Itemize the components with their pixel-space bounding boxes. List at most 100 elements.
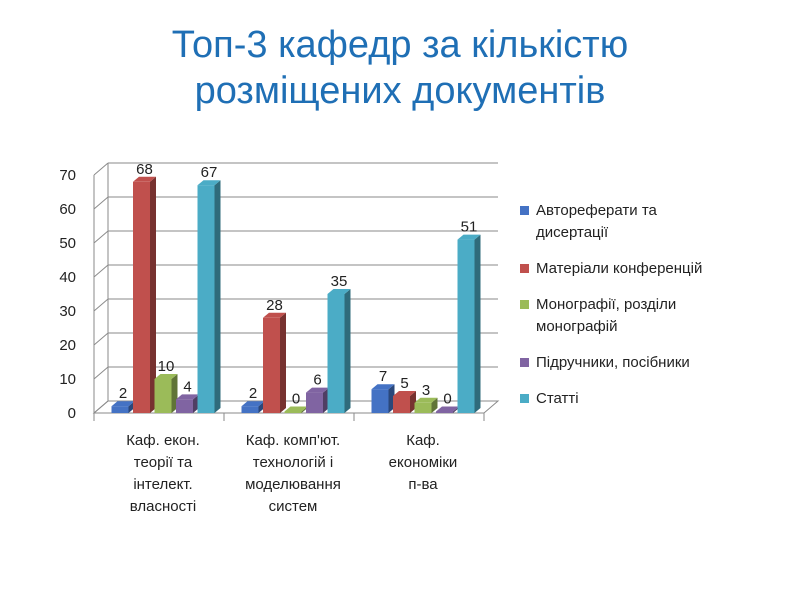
data-label: 0: [443, 391, 451, 408]
legend-label: дисертації: [536, 224, 609, 241]
category-label-line: моделювання: [245, 476, 341, 493]
bar-top: [111, 401, 135, 407]
data-label: 4: [183, 378, 191, 395]
y-tick-label: 40: [59, 269, 76, 286]
gridline-side: [93, 298, 109, 312]
bar-top: [176, 394, 199, 400]
bar: [133, 181, 150, 413]
legend-label: Матеріали конференцій: [536, 260, 703, 277]
bar: [284, 411, 302, 413]
legend-item: Підручники, посібники: [520, 352, 790, 374]
bar-top: [327, 289, 351, 294]
bar: [393, 396, 410, 413]
bar: [263, 317, 280, 413]
category-label-line: Каф. екон.: [126, 432, 200, 449]
legend-item: Матеріали конференцій: [520, 258, 790, 280]
data-label: 0: [292, 391, 300, 408]
bar: [306, 392, 323, 413]
y-tick-label: 20: [59, 337, 76, 354]
legend-item: Монографії, розділи монографій: [520, 294, 790, 338]
category-label: Каф. екон. теорії та інтелект. власності: [98, 430, 228, 518]
legend-label: монографій: [536, 318, 618, 335]
bar: [371, 389, 389, 413]
bar: [197, 185, 215, 413]
bar-top: [284, 406, 308, 412]
gridline-side: [93, 366, 109, 380]
legend-label: Монографії, розділи: [536, 296, 677, 313]
y-tick-label: 70: [59, 167, 76, 184]
bar-side: [150, 176, 156, 413]
data-label: 3: [422, 382, 430, 399]
y-tick-label: 60: [59, 201, 76, 218]
legend-label: Автореферати та: [536, 202, 657, 219]
category-label: Каф. комп'ют. технологій і моделювання сист…: [228, 430, 358, 518]
title-line-2: розміщених документів: [194, 70, 606, 112]
bar: [111, 406, 129, 413]
bar: [457, 239, 475, 413]
legend-swatch: [520, 394, 529, 403]
bar: [414, 402, 432, 413]
y-tick-label: 50: [59, 235, 76, 252]
bar-side: [431, 397, 438, 413]
gridline-side: [93, 332, 109, 346]
bar-top: [457, 234, 481, 240]
bar-side: [474, 234, 481, 413]
legend-item: Статті: [520, 388, 790, 410]
bar-top: [436, 406, 459, 412]
y-tick-label: 0: [68, 405, 76, 422]
bar-top: [154, 374, 178, 379]
data-label: 2: [119, 385, 127, 402]
legend-swatch: [520, 264, 529, 273]
category-label-line: технологій і: [252, 454, 334, 471]
legend: Автореферати та дисертації Матеріали конфе…: [520, 200, 790, 424]
gridline-side: [93, 264, 109, 278]
data-label: 28: [266, 297, 283, 314]
gridline-side: [93, 162, 109, 176]
chart-title: Топ-3 кафедр за кількістю розміщених док…: [0, 22, 800, 114]
category-label-line: систем: [268, 498, 318, 515]
data-label: 10: [158, 358, 175, 375]
category-label-line: власності: [129, 498, 197, 515]
y-tick-label: 10: [59, 371, 76, 388]
data-label: 35: [331, 273, 348, 290]
bar: [176, 399, 193, 413]
bar-top: [133, 176, 156, 182]
title-line-1: Топ-3 кафедр за кількістю: [171, 24, 629, 66]
bar-side: [280, 312, 286, 413]
category-label-line: теорії та: [133, 454, 193, 471]
legend-swatch: [520, 300, 529, 309]
bar: [241, 406, 259, 413]
category-label-line: п-ва: [408, 476, 438, 493]
bar-top: [371, 384, 395, 390]
y-tick-label: 30: [59, 303, 76, 320]
bar: [436, 411, 453, 413]
bar: [154, 379, 172, 413]
legend-label: Статті: [536, 390, 579, 407]
gridline-side: [93, 230, 109, 244]
data-label: 67: [201, 164, 218, 181]
category-label: Каф. економіки п-ва: [358, 430, 488, 496]
category-label-line: економіки: [388, 454, 458, 471]
bar: [327, 294, 345, 413]
bar-side: [214, 180, 221, 413]
bar-top: [306, 387, 329, 393]
data-label: 6: [313, 372, 321, 389]
bar-side: [344, 289, 351, 413]
legend-swatch: [520, 358, 529, 367]
data-label: 51: [461, 219, 478, 236]
bar-top: [241, 401, 265, 407]
legend-label: Підручники, посібники: [536, 354, 690, 371]
gridline-side: [93, 196, 109, 210]
legend-item: Автореферати та дисертації: [520, 200, 790, 244]
bar-top: [414, 397, 438, 403]
data-label: 68: [136, 161, 153, 178]
data-label: 2: [249, 385, 257, 402]
bar-top: [393, 391, 416, 396]
data-label: 7: [379, 368, 387, 385]
category-label-line: Каф.: [406, 432, 440, 449]
bar-top: [263, 312, 286, 318]
data-label: 5: [400, 375, 408, 392]
bar-top: [197, 180, 221, 186]
legend-swatch: [520, 206, 529, 215]
